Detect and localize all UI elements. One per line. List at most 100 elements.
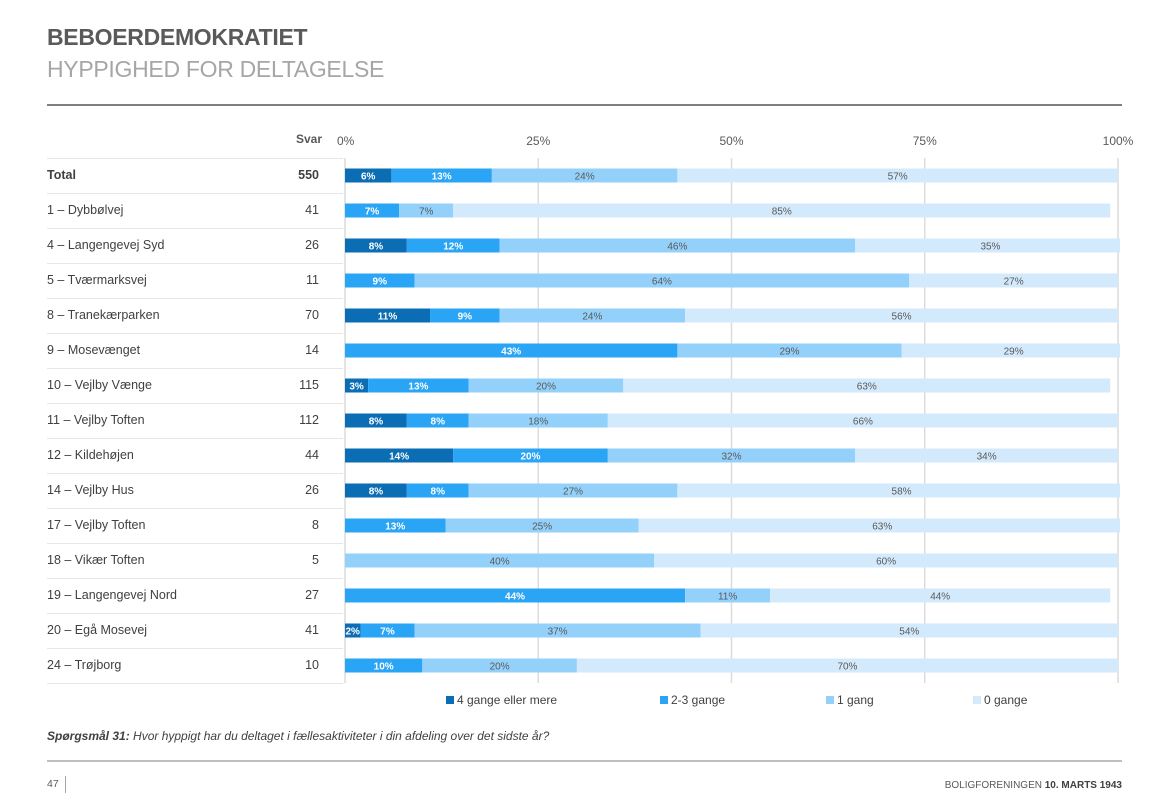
bar-segment: [855, 448, 1118, 463]
row-count: 11: [306, 273, 319, 287]
question-label: Spørgsmål 31:: [47, 729, 130, 743]
legend-item: 1 gang: [826, 693, 874, 707]
data-label: 13%: [432, 172, 452, 183]
data-label: 63%: [857, 382, 877, 393]
table-row: 14 – Vejlby Hus 26: [47, 473, 343, 508]
table-row: 12 – Kildehøjen 44: [47, 438, 343, 473]
row-label: 17 – Vejlby Toften: [47, 518, 146, 532]
data-label: 18%: [528, 417, 548, 428]
data-label: 27%: [1004, 277, 1024, 288]
table-row: 18 – Vikær Toften 5: [47, 543, 343, 578]
row-count: 112: [299, 413, 319, 427]
data-label: 8%: [369, 417, 384, 428]
page-title: BEBOERDEMOKRATIET: [47, 24, 308, 50]
row-label: 19 – Langengevej Nord: [47, 588, 177, 602]
bar-segment: [345, 588, 686, 603]
row-count: 550: [298, 168, 319, 182]
table-row: 10 – Vejlby Vænge 115: [47, 368, 343, 403]
page-number: 47: [47, 778, 59, 790]
bar-segment: [453, 203, 1111, 218]
legend-swatch: [973, 696, 981, 704]
data-label: 35%: [980, 242, 1000, 253]
bar-segment: [468, 413, 608, 428]
data-label: 24%: [582, 312, 602, 323]
table-row: 8 – Tranekærparken 70: [47, 298, 343, 333]
bar-segment: [345, 483, 407, 498]
footer-divider: [47, 760, 1122, 762]
bar-segment: [677, 343, 902, 358]
bar-segment: [638, 518, 1120, 533]
data-label: 46%: [667, 242, 687, 253]
data-label: 25%: [532, 522, 552, 533]
table-row: 4 – Langengevej Syd 26: [47, 228, 343, 263]
data-label: 9%: [458, 312, 473, 323]
data-label: 8%: [431, 417, 446, 428]
row-label: 5 – Tværmarksvej: [47, 273, 147, 287]
bar-segment: [677, 168, 1118, 183]
row-label: 1 – Dybbølvej: [47, 203, 124, 217]
bar-segment: [391, 168, 492, 183]
page-number-separator: [65, 776, 66, 793]
bar-segment: [406, 483, 469, 498]
data-label: 8%: [369, 242, 384, 253]
row-count: 41: [305, 623, 319, 637]
footer-text: BOLIGFORENINGEN 10. MARTS 1943: [945, 780, 1122, 791]
legend-item: 0 gange: [973, 693, 1027, 707]
row-label: 18 – Vikær Toften: [47, 553, 145, 567]
data-label: 57%: [888, 172, 908, 183]
page-subtitle: HYPPIGHED FOR DELTAGELSE: [47, 56, 385, 82]
data-label: 70%: [837, 662, 857, 673]
question-text: Hvor hyppigt har du deltaget i fællesakt…: [129, 729, 550, 743]
data-label: 20%: [521, 452, 541, 463]
legend-item: 4 gange eller mere: [446, 693, 557, 707]
question-caption: Spørgsmål 31: Hvor hyppigt har du deltag…: [47, 729, 549, 743]
footer-date: 10. MARTS 1943: [1044, 780, 1122, 791]
data-label: 29%: [1004, 347, 1024, 358]
bar-segment: [345, 518, 446, 533]
bar-segment: [345, 448, 454, 463]
bar-segment: [345, 343, 678, 358]
bar-segment: [623, 378, 1111, 393]
bar-segment: [406, 413, 469, 428]
plot-area: 6%13%24%57%0%7%7%85%8%12%46%35%0%9%64%27…: [345, 168, 1120, 673]
category-table: Total 550 1 – Dybbølvej 41 4 – Langengevej S…: [47, 158, 343, 684]
bar-segment: [445, 518, 639, 533]
x-tick-label: 0%: [337, 134, 355, 148]
data-label: 7%: [365, 207, 380, 218]
data-label: 13%: [408, 382, 428, 393]
bar-segment: [345, 273, 415, 288]
data-label: 85%: [772, 207, 792, 218]
data-label: 7%: [380, 627, 395, 638]
bar-segment: [499, 308, 686, 323]
x-tick-label: 50%: [719, 134, 743, 148]
legend-swatch: [446, 696, 454, 704]
legend-label: 4 gange eller mere: [457, 693, 558, 707]
row-label: 8 – Tranekærparken: [47, 308, 160, 322]
data-label: 43%: [501, 347, 521, 358]
legend-label: 1 gang: [837, 693, 874, 707]
row-count: 115: [299, 378, 319, 392]
table-row: 11 – Vejlby Toften 112: [47, 403, 343, 438]
bar-segment: [345, 238, 407, 253]
row-count: 8: [312, 518, 319, 532]
data-label: 7%: [419, 207, 434, 218]
table-row: 24 – Trøjborg 10: [47, 648, 343, 684]
data-label: 24%: [575, 172, 595, 183]
row-label: 12 – Kildehøjen: [47, 448, 134, 462]
data-label: 27%: [563, 487, 583, 498]
bar-segment: [607, 448, 856, 463]
data-label: 14%: [389, 452, 409, 463]
data-label: 2%: [346, 627, 361, 638]
row-count: 26: [305, 238, 319, 252]
bar-segment: [700, 623, 1118, 638]
bar-segment: [345, 623, 361, 638]
bar-segment: [345, 168, 392, 183]
bar-segment: [414, 623, 701, 638]
bar-segment: [901, 343, 1120, 358]
bar-segment: [345, 203, 400, 218]
data-label: 8%: [369, 487, 384, 498]
data-label: 32%: [721, 452, 741, 463]
row-count: 44: [305, 448, 319, 462]
data-label: 63%: [872, 522, 892, 533]
data-label: 60%: [876, 557, 896, 568]
